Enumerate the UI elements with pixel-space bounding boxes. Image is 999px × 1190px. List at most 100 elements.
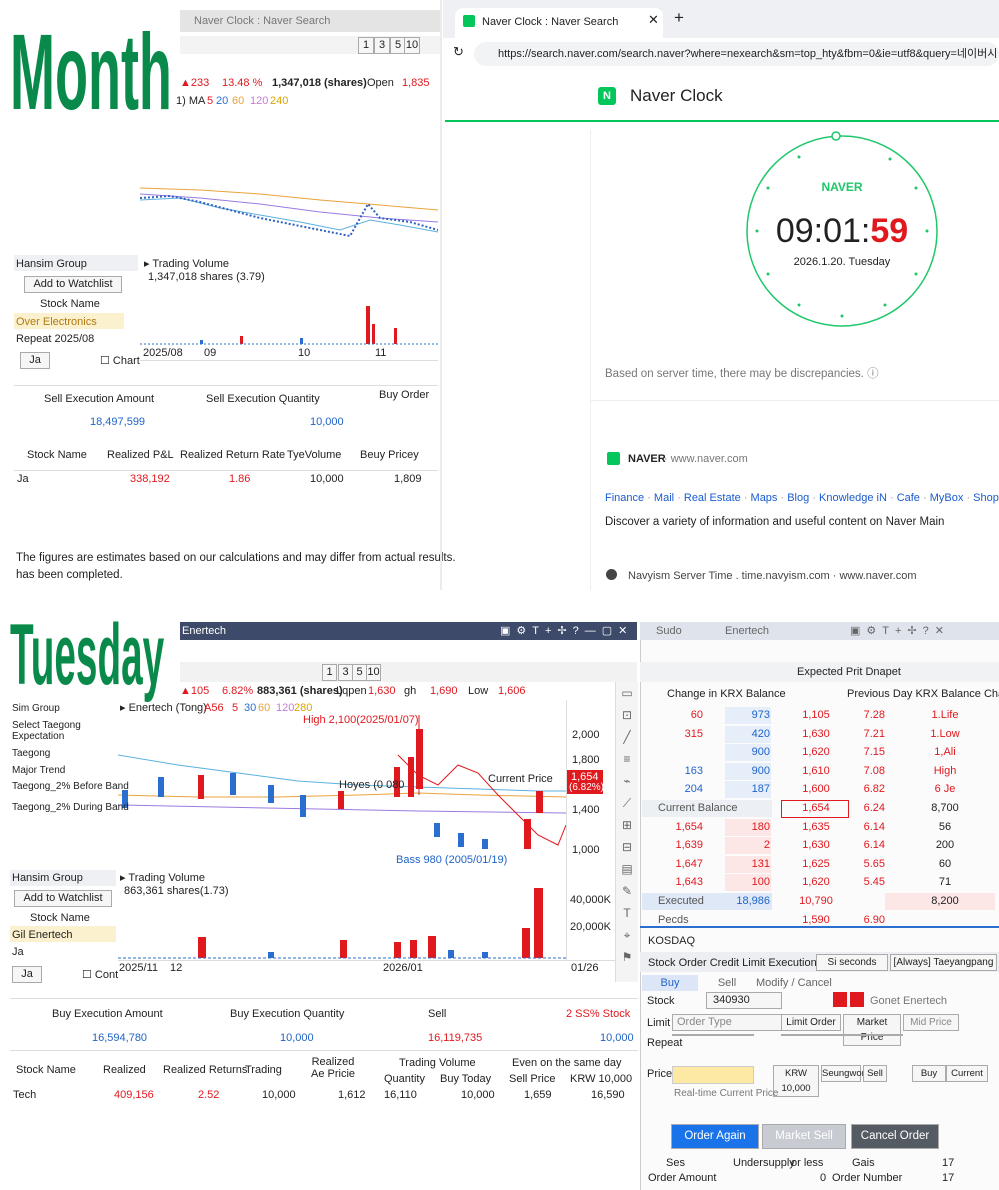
site[interactable]: NAVER bbox=[628, 453, 666, 465]
seungwon-button[interactable]: Seungwon bbox=[821, 1065, 867, 1082]
reload[interactable]: ↻ bbox=[453, 44, 464, 59]
sell-button[interactable]: Sell bbox=[863, 1065, 887, 1082]
period-button[interactable]: 1 bbox=[322, 664, 337, 681]
ma-period: 240 bbox=[270, 95, 289, 107]
bid-cell-bg bbox=[725, 837, 771, 855]
footer-cell: 17 bbox=[942, 1172, 955, 1184]
market-price[interactable]: Market Price bbox=[843, 1014, 901, 1046]
table-subheader: Quantity bbox=[384, 1073, 425, 1085]
action-button[interactable]: Cancel Order bbox=[851, 1124, 939, 1149]
legend-period: 120 bbox=[276, 702, 295, 714]
change: ▲233 bbox=[180, 77, 210, 89]
action-button[interactable]: Market Sell bbox=[762, 1124, 846, 1149]
period-button[interactable]: 10 bbox=[366, 664, 381, 681]
footer-cell: 0 bbox=[820, 1172, 827, 1184]
open: 1,630 bbox=[368, 685, 396, 697]
stock-code[interactable]: 340930 bbox=[706, 992, 782, 1009]
link[interactable]: Shopping bbox=[973, 492, 999, 504]
naver-logo: N bbox=[598, 87, 616, 105]
separator: · bbox=[919, 492, 930, 504]
low: 1,606 bbox=[498, 685, 526, 697]
site-icon bbox=[607, 452, 620, 465]
separator: · bbox=[740, 492, 751, 504]
tab[interactable] bbox=[455, 8, 663, 38]
link[interactable]: Blog bbox=[787, 492, 810, 504]
divider bbox=[14, 470, 438, 471]
separator: · bbox=[809, 492, 820, 504]
order-book-cell: 1,610 bbox=[802, 764, 830, 777]
period-button[interactable]: 3 bbox=[374, 37, 390, 54]
legend-name: ▸ Enertech (Tong) bbox=[120, 702, 207, 714]
table-subheader: KRW 10,000 bbox=[570, 1073, 633, 1085]
krw-button[interactable]: KRW 10,000 bbox=[773, 1065, 819, 1097]
limit-order[interactable]: Limit Order bbox=[781, 1014, 841, 1031]
result2[interactable]: Navyism Server Time . time.navyism.com ·… bbox=[628, 570, 917, 582]
ask-cell-bg bbox=[725, 707, 771, 724]
chart-check[interactable]: ☐ Chart bbox=[100, 355, 140, 367]
table-value: 10,000 bbox=[600, 1032, 634, 1044]
repeat-select[interactable] bbox=[781, 1034, 903, 1036]
mid-price[interactable]: Mid Price bbox=[903, 1014, 959, 1031]
tab-title: Naver Clock : Naver Search bbox=[482, 16, 619, 28]
price-input[interactable] bbox=[672, 1066, 754, 1084]
order-book-cell: 1,620 bbox=[802, 876, 830, 889]
link[interactable]: Real Estate bbox=[683, 492, 741, 504]
account[interactable]: [Always] Taeyangpang bbox=[890, 954, 997, 971]
timer[interactable]: Si seconds bbox=[816, 954, 888, 971]
period-button[interactable]: 1 bbox=[358, 37, 374, 54]
order-book-cell: High bbox=[933, 764, 957, 777]
select[interactable]: Ja bbox=[20, 352, 50, 369]
group-bar bbox=[14, 255, 138, 271]
select[interactable]: Ja bbox=[12, 966, 42, 983]
divider bbox=[440, 0, 442, 590]
watchlist-button[interactable]: Add to Watchlist bbox=[14, 890, 112, 907]
footer-cell: Order Number bbox=[832, 1172, 903, 1184]
watchlist-button[interactable]: Add to Watchlist bbox=[24, 276, 122, 293]
order-book-cell: 1,590 bbox=[802, 913, 830, 926]
new-tab[interactable]: + bbox=[674, 8, 684, 27]
table-value: 10,000 bbox=[280, 1032, 314, 1044]
link[interactable]: Finance bbox=[605, 492, 645, 504]
address-bar[interactable] bbox=[474, 42, 999, 66]
period-button[interactable]: 5 bbox=[390, 37, 406, 54]
open-label: Open bbox=[367, 77, 394, 89]
link[interactable]: MyBox bbox=[929, 492, 964, 504]
table-cell: 1,659 bbox=[524, 1089, 552, 1101]
period-button[interactable]: 5 bbox=[352, 664, 367, 681]
footer-cell: Gais bbox=[852, 1157, 875, 1169]
tool-column[interactable]: ▭ ⊡ ╱ ≡ ⌁ ⟋ ⊞ ⊟ ▤ ✎ T ⌖ ⚑ bbox=[615, 682, 638, 982]
table-header: Realized Ae Pricie bbox=[310, 1056, 356, 1080]
toolbar bbox=[180, 662, 637, 682]
link[interactable]: Maps bbox=[750, 492, 778, 504]
link[interactable]: Knowledge iN bbox=[819, 492, 887, 504]
repeat-input[interactable] bbox=[672, 1034, 754, 1036]
separator: · bbox=[886, 492, 897, 504]
price-chart bbox=[118, 715, 566, 849]
tab-close[interactable]: ✕ bbox=[648, 12, 659, 27]
window-controls[interactable]: ▣⚙T+✢?✕ bbox=[850, 625, 950, 637]
side-item: Sim Group bbox=[12, 703, 60, 714]
order-book-cell: 100 bbox=[751, 876, 770, 889]
period-button[interactable]: 10 bbox=[404, 37, 420, 54]
order-book-cell: 1,639 bbox=[675, 839, 703, 852]
order-book-cell: 8,200 bbox=[931, 895, 959, 907]
ma-period: 5 bbox=[207, 95, 214, 107]
price-chart bbox=[140, 187, 438, 238]
clock bbox=[746, 131, 938, 327]
order-book-cell: 7.08 bbox=[863, 764, 885, 777]
ask-cell-bg bbox=[725, 744, 771, 762]
current-button[interactable]: Current bbox=[946, 1065, 988, 1082]
link[interactable]: Cafe bbox=[896, 492, 920, 504]
buy-button[interactable]: Buy bbox=[912, 1065, 946, 1082]
big-label: Tuesday bbox=[10, 607, 165, 703]
cont-check[interactable]: ☐ Cont bbox=[82, 969, 119, 981]
link[interactable]: Mail bbox=[653, 492, 675, 504]
action-button[interactable]: Order Again bbox=[671, 1124, 759, 1149]
order-book-cell: 7.15 bbox=[863, 746, 885, 759]
url: https://search.naver.com/search.naver?wh… bbox=[498, 48, 996, 60]
period-button[interactable]: 3 bbox=[338, 664, 353, 681]
order-type[interactable]: Order Type bbox=[672, 1014, 782, 1031]
window-controls[interactable]: ▣⚙T+✢?—▢✕ bbox=[500, 625, 634, 637]
tab: Sell bbox=[717, 977, 737, 989]
clock-date: 2026.1.20. Tuesday bbox=[793, 256, 891, 268]
